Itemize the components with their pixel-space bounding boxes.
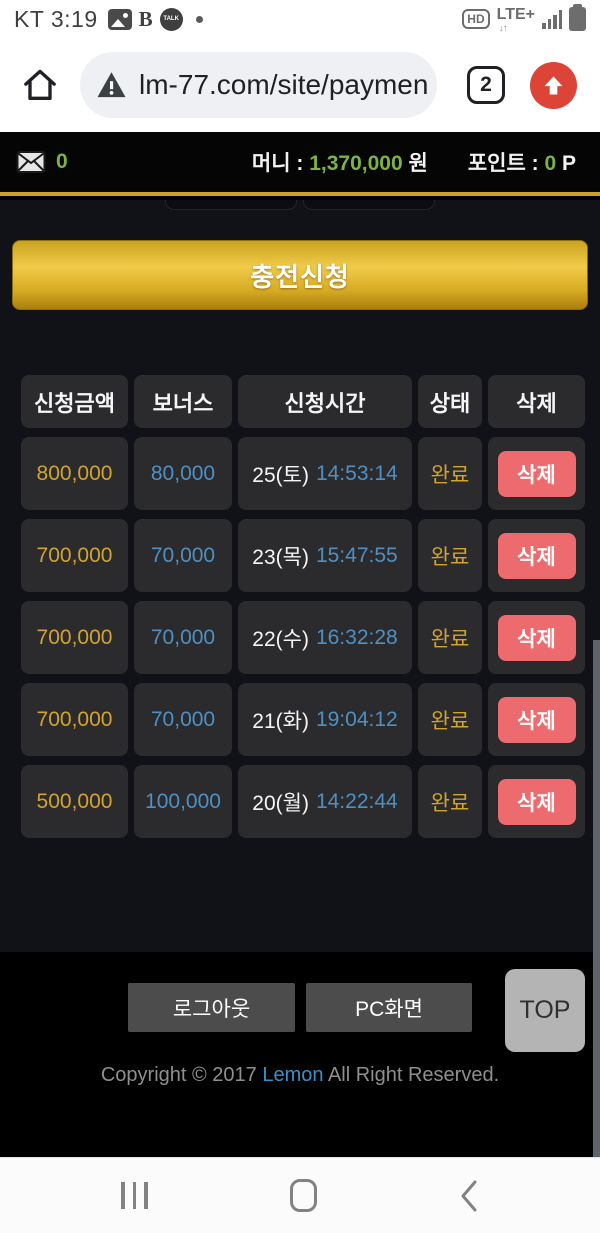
home-icon: [24, 69, 56, 101]
recent-apps-icon[interactable]: [121, 1182, 148, 1209]
bonus-cell: 70,000: [134, 519, 232, 592]
amount-cell: 700,000: [21, 683, 128, 756]
status-cell: 완료: [418, 519, 482, 592]
chrome-update-button[interactable]: [530, 61, 577, 109]
brand-link[interactable]: Lemon: [262, 1064, 324, 1086]
b-app-notification-icon: B: [138, 6, 153, 31]
time-cell: 22(수) 16:32:28: [238, 601, 412, 674]
time-cell: 23(목) 15:47:55: [238, 519, 412, 592]
delete-cell: 삭제: [488, 601, 585, 674]
time-label: 16:32:28: [315, 625, 398, 649]
status-cell: 완료: [418, 765, 482, 838]
payment-history-table: 신청금액 보너스 신청시간 상태 삭제 800,000 80,000 25(토)…: [21, 375, 585, 838]
amount-cell: 500,000: [21, 765, 128, 838]
charge-request-button[interactable]: 충전신청: [12, 240, 588, 310]
address-bar[interactable]: lm-77.com/site/paymen: [80, 52, 437, 118]
notification-dot-icon: [195, 15, 203, 23]
mail-count: 0: [56, 150, 68, 173]
status-bar-right: HD LTE+ ↓↑: [462, 4, 586, 34]
delete-button[interactable]: 삭제: [497, 450, 576, 497]
date-label: 22(수): [252, 627, 309, 651]
copyright-suffix: All Right Reserved.: [323, 1064, 500, 1086]
bonus-cell: 80,000: [134, 437, 232, 510]
gallery-notification-icon: [107, 8, 132, 30]
column-header-amount: 신청금액: [21, 375, 128, 428]
pc-view-button[interactable]: PC화면: [306, 983, 472, 1032]
date-label: 25(토): [252, 463, 309, 487]
logout-button[interactable]: 로그아웃: [128, 983, 295, 1032]
bonus-cell: 100,000: [134, 765, 232, 838]
amount-cell: 800,000: [21, 437, 128, 510]
time-cell: 20(월) 14:22:44: [238, 765, 412, 838]
mail-icon: [16, 151, 46, 173]
point-value: 0: [544, 152, 557, 175]
money-value: 1,370,000: [309, 152, 403, 175]
time-label: 15:47:55: [315, 543, 398, 567]
nav-home-icon[interactable]: [289, 1179, 317, 1212]
money-display: 머니 : 1,370,000 원: [252, 147, 428, 177]
mail-link[interactable]: 0: [16, 150, 68, 174]
column-header-status: 상태: [418, 375, 482, 428]
not-secure-warning-icon: [96, 71, 127, 99]
battery-icon: [569, 4, 586, 31]
delete-cell: 삭제: [488, 683, 585, 756]
date-label: 20(월): [252, 791, 309, 815]
time-cell: 25(토) 14:53:14: [238, 437, 412, 510]
browser-home-button[interactable]: [20, 65, 60, 105]
point-label: 포인트 :: [467, 152, 539, 175]
carrier-time-label: KT 3:19: [14, 5, 98, 32]
time-label: 19:04:12: [315, 707, 398, 731]
date-label: 21(화): [252, 709, 309, 733]
copyright-prefix: Copyright © 2017: [100, 1064, 263, 1086]
network-type-label: LTE+: [496, 6, 535, 23]
copyright-text: Copyright © 2017 Lemon All Right Reserve…: [0, 1064, 600, 1087]
clipped-menu-button-right: [303, 200, 435, 210]
money-unit: 원: [408, 152, 428, 175]
delete-button[interactable]: 삭제: [497, 532, 576, 579]
date-label: 23(목): [252, 545, 309, 569]
delete-cell: 삭제: [488, 765, 585, 838]
url-text: lm-77.com/site/paymen: [139, 69, 429, 100]
data-arrows-icon: ↓↑: [498, 23, 508, 34]
android-nav-bar: [0, 1157, 600, 1233]
point-display: 포인트 : 0 P: [468, 147, 576, 177]
amount-cell: 700,000: [21, 519, 128, 592]
delete-button[interactable]: 삭제: [497, 614, 576, 661]
tab-switcher-button[interactable]: 2: [467, 66, 505, 104]
time-label: 14:53:14: [315, 461, 398, 485]
kakaotalk-notification-icon: TALK: [159, 7, 183, 31]
nav-back-icon[interactable]: [459, 1179, 479, 1213]
site-header: 0 머니 : 1,370,000 원 포인트 : 0 P: [0, 132, 600, 196]
time-cell: 21(화) 19:04:12: [238, 683, 412, 756]
bonus-cell: 70,000: [134, 683, 232, 756]
lte-plus-icon: LTE+ ↓↑: [496, 6, 535, 34]
column-header-delete: 삭제: [488, 375, 585, 428]
delete-button[interactable]: 삭제: [497, 696, 576, 743]
status-cell: 완료: [418, 683, 482, 756]
browser-toolbar: lm-77.com/site/paymen 2: [0, 38, 600, 132]
money-label: 머니 :: [251, 152, 304, 175]
scroll-to-top-button[interactable]: TOP: [505, 969, 585, 1052]
arrow-up-icon: [544, 76, 563, 94]
bonus-cell: 70,000: [134, 601, 232, 674]
status-cell: 완료: [418, 601, 482, 674]
column-header-bonus: 보너스: [134, 375, 232, 428]
column-header-time: 신청시간: [238, 375, 412, 428]
time-label: 14:22:44: [315, 789, 398, 813]
delete-button[interactable]: 삭제: [497, 778, 576, 825]
delete-cell: 삭제: [488, 519, 585, 592]
page-content: 충전신청 신청금액 보너스 신청시간 상태 삭제 800,000 80,000 …: [0, 200, 600, 952]
amount-cell: 700,000: [21, 601, 128, 674]
delete-cell: 삭제: [488, 437, 585, 510]
site-footer: 로그아웃 PC화면 TOP Copyright © 2017 Lemon All…: [0, 952, 600, 1157]
hd-voice-icon: HD: [462, 9, 490, 29]
point-unit: P: [561, 152, 576, 175]
status-bar: KT 3:19 B TALK HD LTE+ ↓↑: [0, 0, 600, 38]
signal-strength-icon: [542, 9, 562, 29]
scrollbar-thumb[interactable]: [593, 640, 600, 1157]
clipped-menu-button-left: [165, 200, 297, 210]
status-cell: 완료: [418, 437, 482, 510]
